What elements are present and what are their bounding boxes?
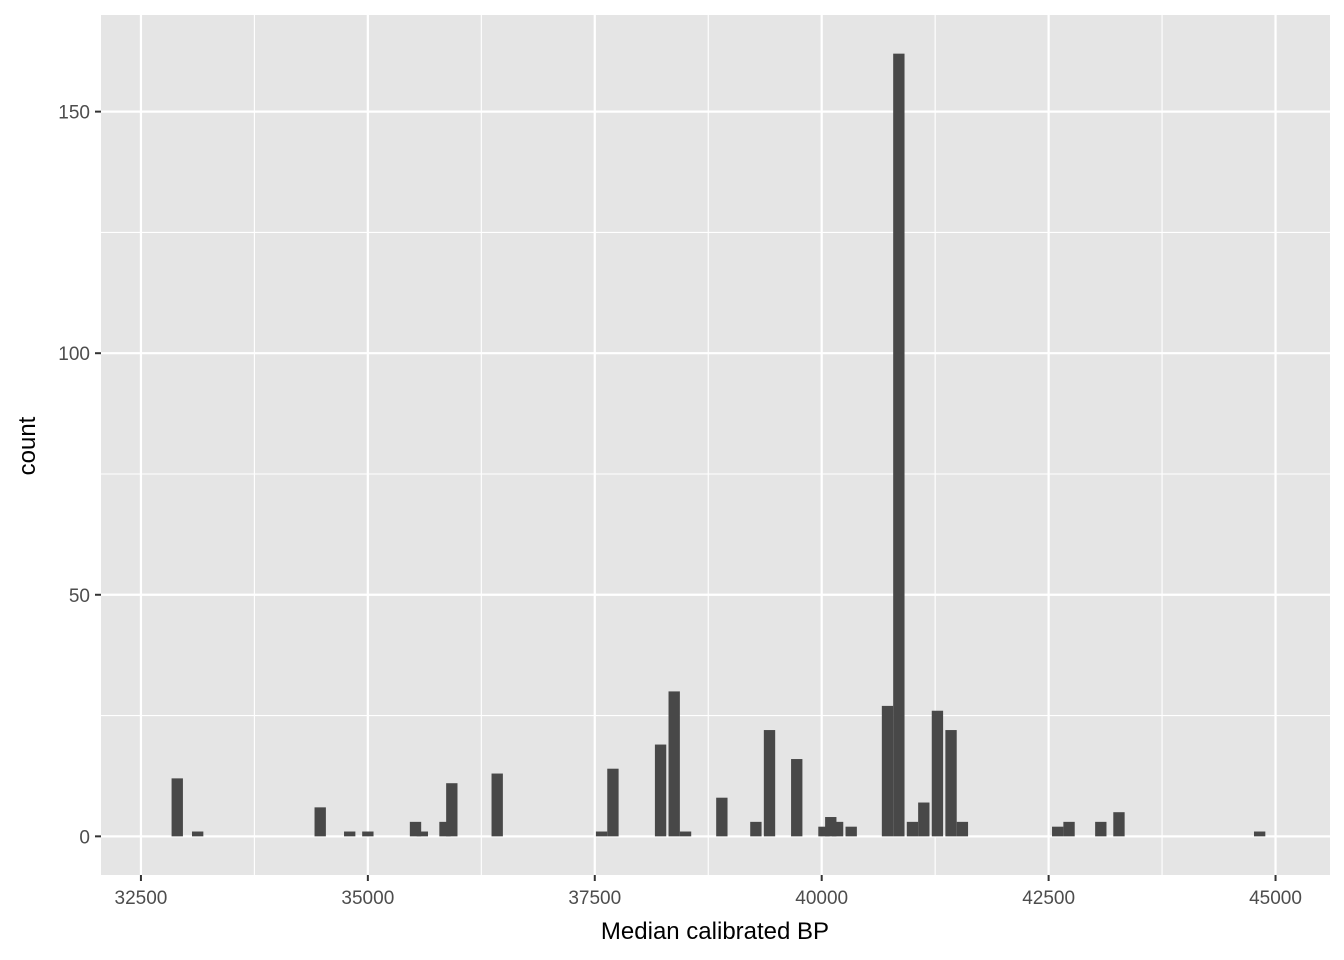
- x-tick-label: 40000: [795, 888, 848, 909]
- histogram-bar: [716, 797, 728, 837]
- histogram-bar: [191, 831, 204, 837]
- histogram-bar: [1063, 821, 1075, 837]
- histogram-bar: [831, 821, 844, 837]
- minor-gridlines: [101, 15, 1330, 875]
- histogram-bar: [918, 802, 930, 837]
- histogram-bar: [931, 710, 944, 837]
- histogram-bar: [607, 768, 619, 837]
- y-tick-label: 0: [79, 827, 90, 848]
- x-tick-label: 45000: [1249, 888, 1302, 909]
- histogram-bar: [362, 831, 374, 837]
- y-tick-label: 50: [69, 586, 90, 607]
- histogram-bar: [945, 730, 957, 837]
- histogram-bar: [446, 783, 458, 837]
- histogram-bar: [956, 821, 969, 837]
- histogram-bar: [881, 705, 894, 837]
- x-tick-label: 37500: [568, 888, 621, 909]
- x-tick-label: 35000: [341, 888, 394, 909]
- histogram-bar: [893, 53, 905, 837]
- x-axis-title: Median calibrated BP: [601, 918, 829, 945]
- histogram-bar: [595, 831, 608, 837]
- histogram-bars: [171, 53, 1266, 837]
- histogram-bar: [439, 821, 451, 837]
- x-axis: 32500 35000 37500 40000 42500 45000: [115, 875, 1302, 909]
- plot-panel: [101, 15, 1330, 875]
- histogram-bar: [906, 821, 919, 837]
- y-axis: 0 50 100 150: [58, 103, 101, 848]
- major-gridlines: [101, 15, 1330, 875]
- histogram-bar: [668, 691, 680, 837]
- histogram-bar: [679, 831, 692, 837]
- histogram-bar: [1253, 831, 1266, 837]
- histogram-bar: [1113, 812, 1125, 837]
- histogram-bar: [791, 759, 803, 837]
- histogram-bar: [750, 821, 762, 837]
- histogram-bar: [344, 831, 356, 837]
- histogram-bar: [1095, 821, 1107, 837]
- histogram-bar: [171, 778, 183, 837]
- histogram-bar: [314, 807, 326, 837]
- histogram-bar: [845, 826, 857, 837]
- y-axis-title: count: [14, 416, 41, 475]
- histogram-bar: [763, 730, 776, 837]
- y-tick-label: 100: [58, 344, 90, 365]
- histogram-bar: [825, 817, 837, 837]
- histogram-bar: [654, 744, 667, 837]
- histogram-bar: [818, 826, 830, 837]
- x-tick-label: 42500: [1022, 888, 1075, 909]
- histogram-bar: [416, 831, 428, 837]
- histogram-bar: [1052, 826, 1064, 837]
- histogram-bar: [491, 773, 503, 837]
- y-tick-label: 150: [58, 103, 90, 124]
- histogram-bar: [409, 821, 422, 837]
- x-tick-label: 32500: [115, 888, 168, 909]
